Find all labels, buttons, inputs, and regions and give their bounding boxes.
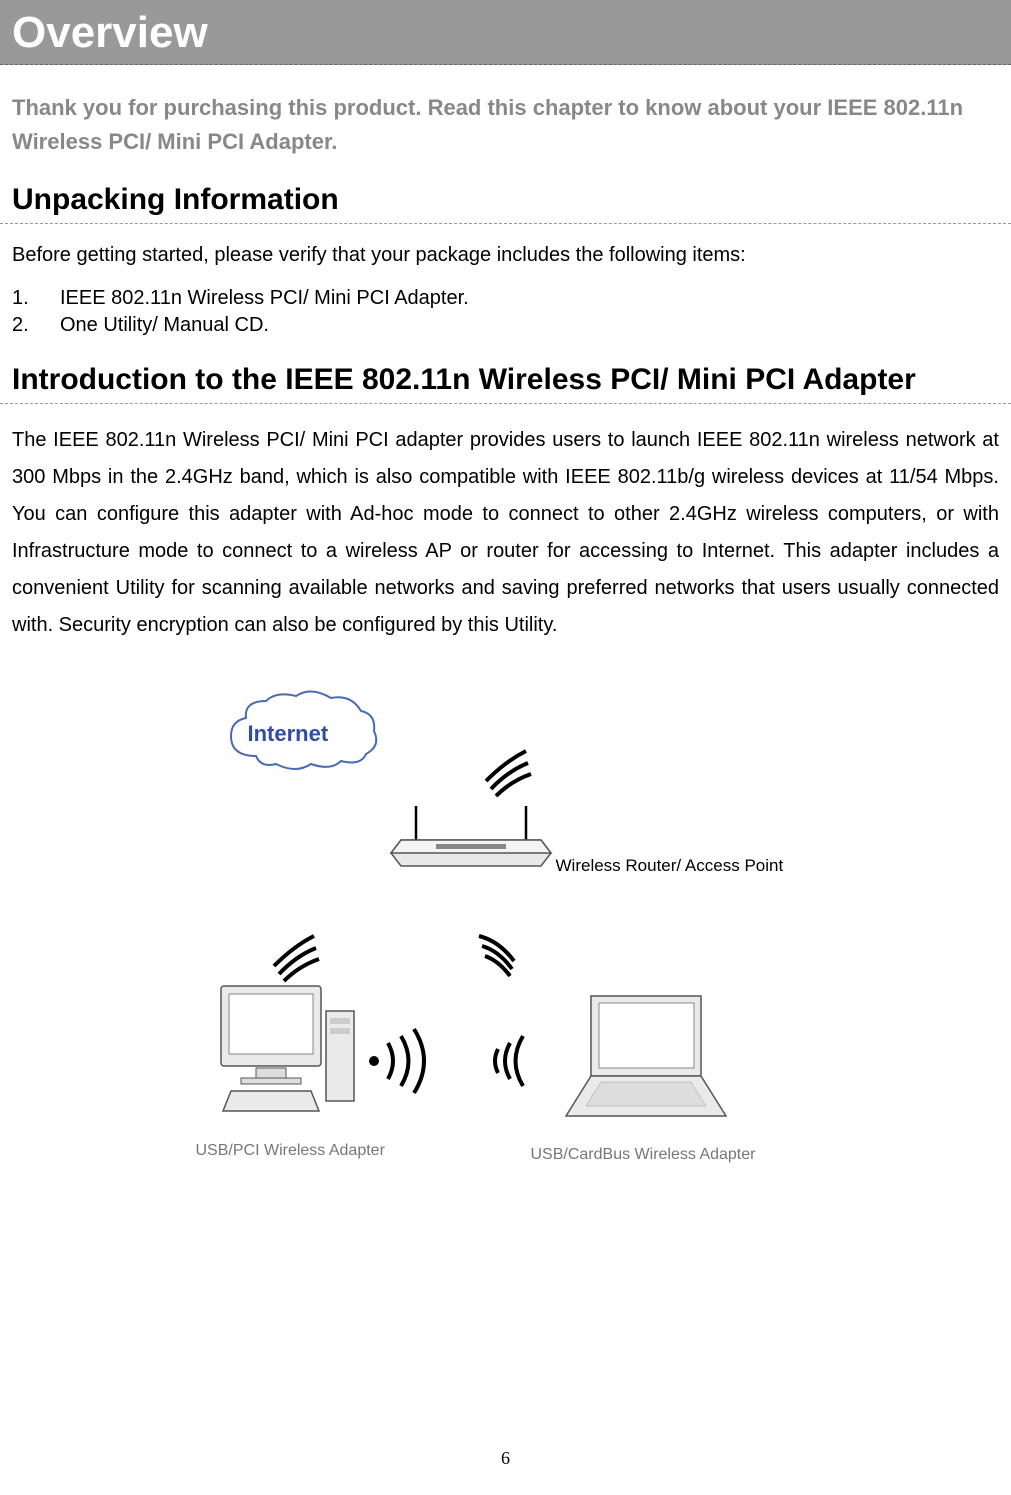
section-heading-introduction: Introduction to the IEEE 802.11n Wireles… <box>0 355 1011 404</box>
page-number: 6 <box>0 1448 1011 1469</box>
unpacking-body: Before getting started, please verify th… <box>0 224 1011 281</box>
list-number: 2. <box>12 312 60 339</box>
list-number: 1. <box>12 285 60 312</box>
introduction-body: The IEEE 802.11n Wireless PCI/ Mini PCI … <box>0 404 1011 656</box>
network-diagram: Internet Wireless Router/ Access Point <box>166 686 846 1206</box>
page-title: Overview <box>12 8 999 58</box>
internet-label: Internet <box>248 721 329 747</box>
list-text: IEEE 802.11n Wireless PCI/ Mini PCI Adap… <box>60 285 469 312</box>
unpacking-list: 1. IEEE 802.11n Wireless PCI/ Mini PCI A… <box>0 281 1011 355</box>
list-item: 1. IEEE 802.11n Wireless PCI/ Mini PCI A… <box>12 285 999 312</box>
pc-label: USB/PCI Wireless Adapter <box>196 1142 385 1160</box>
section-heading-unpacking: Unpacking Information <box>0 175 1011 224</box>
wireless-signal-icon <box>476 741 536 801</box>
banner-header: Overview <box>0 0 1011 65</box>
desktop-pc-icon <box>201 976 361 1136</box>
intro-paragraph: Thank you for purchasing this product. R… <box>0 65 1011 175</box>
list-item: 2. One Utility/ Manual CD. <box>12 312 999 339</box>
signal-out-icon <box>356 1021 436 1101</box>
router-icon <box>386 798 556 878</box>
laptop-label: USB/CardBus Wireless Adapter <box>531 1146 756 1164</box>
wireless-signal-icon <box>474 926 534 986</box>
list-text: One Utility/ Manual CD. <box>60 312 269 339</box>
laptop-icon <box>531 986 731 1136</box>
signal-in-icon <box>478 1021 538 1101</box>
router-label: Wireless Router/ Access Point <box>556 856 784 876</box>
